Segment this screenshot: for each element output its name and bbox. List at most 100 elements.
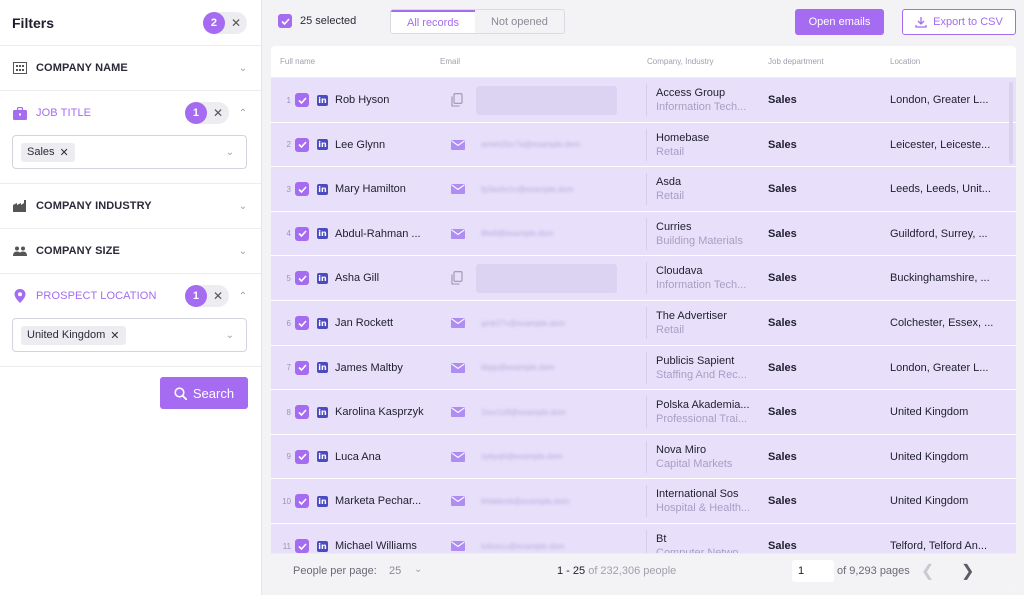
page-number-input[interactable]: 1 xyxy=(792,560,834,582)
previous-page-icon[interactable]: ❮ xyxy=(921,563,935,580)
header-company[interactable]: Company, Industry xyxy=(647,57,714,66)
row-checkbox[interactable] xyxy=(295,301,309,345)
header-full-name[interactable]: Full name xyxy=(280,57,316,66)
table-row[interactable]: 9 in Luca Ana zybyq0@example.dom Nova Miro Ca… xyxy=(271,434,1016,480)
table-row[interactable]: 1 in Rob Hyson Access Group Information Tech… xyxy=(271,78,1016,123)
row-checkbox[interactable] xyxy=(295,212,309,256)
mail-icon[interactable] xyxy=(451,167,465,211)
email-address[interactable]: 6hbkkmb@example.dom xyxy=(481,496,570,506)
chevron-down-icon[interactable]: ⌄ xyxy=(238,245,248,257)
filter-company-name[interactable]: COMPANY NAME ⌄ xyxy=(0,46,261,91)
email-address[interactable]: ameh2lzc7a@example.dom xyxy=(481,140,581,150)
filter-job-title[interactable]: JOB TITLE 1 ✕ ⌃ Sales ✕ ⌄ xyxy=(0,91,261,184)
results-toolbar: 25 selected All records Not opened Open … xyxy=(262,0,1024,44)
filter-company-industry[interactable]: COMPANY INDUSTRY ⌄ xyxy=(0,184,261,229)
filter-prospect-location[interactable]: PROSPECT LOCATION 1 ✕ ⌃ United Kingdom ✕… xyxy=(0,274,261,367)
close-icon[interactable]: ✕ xyxy=(230,15,241,30)
chevron-down-icon[interactable]: ⌄ xyxy=(225,146,235,158)
close-icon[interactable]: ✕ xyxy=(212,106,223,120)
linkedin-icon[interactable]: in xyxy=(317,183,328,195)
mail-icon[interactable] xyxy=(451,301,465,345)
table-scrollbar[interactable] xyxy=(1009,82,1013,164)
per-page-select[interactable]: 25 xyxy=(389,565,402,577)
chevron-down-icon[interactable]: ⌄ xyxy=(238,200,248,212)
row-checkbox[interactable] xyxy=(295,167,309,211)
mail-icon[interactable] xyxy=(451,524,465,553)
location: London, Greater L... xyxy=(890,94,989,106)
chevron-up-icon[interactable]: ⌃ xyxy=(238,290,248,302)
location: United Kingdom xyxy=(890,406,969,419)
mail-icon[interactable] xyxy=(451,435,465,479)
search-button[interactable]: Search xyxy=(160,377,248,409)
email-address[interactable]: 2eor1z8@example.dom xyxy=(481,407,567,417)
mail-icon[interactable] xyxy=(451,479,465,523)
linkedin-icon[interactable]: in xyxy=(317,451,328,463)
chevron-up-icon[interactable]: ⌃ xyxy=(238,107,248,119)
copy-icon[interactable] xyxy=(451,78,465,122)
email-address[interactable]: lu6zecu@example.dom xyxy=(481,541,565,551)
table-row[interactable]: 2 in Lee Glynn ameh2lzc7a@example.dom Homeba… xyxy=(271,122,1016,168)
linkedin-icon[interactable]: in xyxy=(317,94,328,106)
mail-icon[interactable] xyxy=(451,346,465,390)
chevron-down-icon[interactable]: ⌄ xyxy=(225,329,235,341)
job-title-select[interactable]: Sales ✕ ⌄ xyxy=(12,135,247,169)
row-checkbox[interactable] xyxy=(295,78,309,122)
table-row[interactable]: 11 in Michael Williams lu6zecu@example.dom B… xyxy=(271,524,1016,553)
table-row[interactable]: 8 in Karolina Kasprzyk 2eor1z8@example.dom P… xyxy=(271,390,1016,435)
mail-icon[interactable] xyxy=(451,123,465,167)
linkedin-icon[interactable]: in xyxy=(317,317,328,329)
linkedin-icon[interactable]: in xyxy=(317,406,328,418)
email-address[interactable]: kbpp@example.dom xyxy=(481,363,555,373)
table-row[interactable]: 3 in Mary Hamilton fp3avhv1v@example.dom Asd… xyxy=(271,167,1016,212)
linkedin-icon[interactable]: in xyxy=(317,540,328,552)
filters-title: Filters xyxy=(12,14,55,31)
header-department[interactable]: Job department xyxy=(768,57,824,66)
mail-icon[interactable] xyxy=(451,390,465,434)
row-checkbox[interactable] xyxy=(295,479,309,523)
next-page-icon[interactable]: ❯ xyxy=(961,563,975,580)
close-icon[interactable]: ✕ xyxy=(212,289,223,303)
remove-tag-icon[interactable]: ✕ xyxy=(110,329,120,342)
email-address[interactable]: zybyq0@example.dom xyxy=(481,452,563,462)
row-checkbox[interactable] xyxy=(295,524,309,553)
linkedin-icon[interactable]: in xyxy=(317,228,328,240)
remove-tag-icon[interactable]: ✕ xyxy=(59,146,69,159)
table-row[interactable]: 7 in James Maltby kbpp@example.dom Publicis … xyxy=(271,345,1016,391)
table-row[interactable]: 10 in Marketa Pechar... 6hbkkmb@example.dom… xyxy=(271,479,1016,524)
clear-job-title-pill[interactable]: 1 ✕ xyxy=(184,102,229,124)
email-address[interactable]: qmk27v@example.dom xyxy=(481,318,566,328)
row-checkbox[interactable] xyxy=(295,256,309,300)
table-row[interactable]: 5 in Asha Gill Cloudava Information Tech... S… xyxy=(271,256,1016,301)
email-address[interactable]: l8w9@example.dom xyxy=(481,229,554,239)
clear-all-filters-pill[interactable]: 2 ✕ xyxy=(202,11,247,34)
select-all-checkbox[interactable] xyxy=(278,14,292,28)
export-csv-button[interactable]: Export to CSV xyxy=(902,9,1016,35)
location-select[interactable]: United Kingdom ✕ ⌄ xyxy=(12,318,247,352)
row-checkbox[interactable] xyxy=(295,435,309,479)
header-email[interactable]: Email xyxy=(440,57,461,66)
location: Leicester, Leiceste... xyxy=(890,138,991,151)
linkedin-icon[interactable]: in xyxy=(317,495,328,507)
linkedin-icon[interactable]: in xyxy=(317,362,328,374)
chevron-down-icon[interactable]: ⌄ xyxy=(238,62,248,74)
email-address[interactable]: fp3avhv1v@example.dom xyxy=(481,184,574,194)
mail-icon[interactable] xyxy=(451,212,465,256)
table-row[interactable]: 6 in Jan Rockett qmk27v@example.dom The Adve… xyxy=(271,301,1016,346)
tab-all-records[interactable]: All records xyxy=(391,10,475,33)
table-row[interactable]: 4 in Abdul-Rahman ... l8w9@example.dom Curri… xyxy=(271,211,1016,257)
chevron-down-icon[interactable]: ⌄ xyxy=(414,564,423,575)
row-index: 11 xyxy=(282,541,291,551)
row-checkbox[interactable] xyxy=(295,346,309,390)
checkmark-icon xyxy=(297,453,307,461)
job-department: Sales xyxy=(768,540,797,552)
row-checkbox[interactable] xyxy=(295,390,309,434)
filter-company-size[interactable]: COMPANY SIZE ⌄ xyxy=(0,229,261,274)
tab-not-opened[interactable]: Not opened xyxy=(490,15,548,28)
copy-icon[interactable] xyxy=(451,256,465,300)
linkedin-icon[interactable]: in xyxy=(317,139,328,151)
header-location[interactable]: Location xyxy=(890,57,921,66)
clear-location-pill[interactable]: 1 ✕ xyxy=(184,285,229,307)
row-checkbox[interactable] xyxy=(295,123,309,167)
open-emails-button[interactable]: Open emails xyxy=(795,9,884,35)
linkedin-icon[interactable]: in xyxy=(317,272,328,284)
